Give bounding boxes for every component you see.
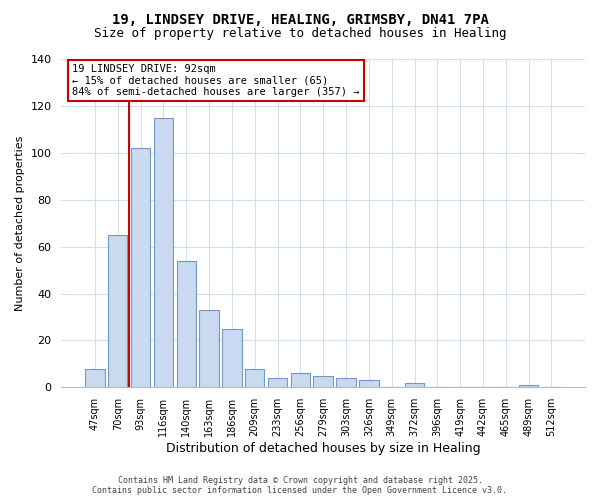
Text: 19, LINDSEY DRIVE, HEALING, GRIMSBY, DN41 7PA: 19, LINDSEY DRIVE, HEALING, GRIMSBY, DN4…: [112, 12, 488, 26]
Bar: [154, 118, 173, 388]
Bar: [359, 380, 379, 388]
Bar: [85, 368, 104, 388]
Text: Size of property relative to detached houses in Healing: Size of property relative to detached ho…: [94, 28, 506, 40]
Text: Contains HM Land Registry data © Crown copyright and database right 2025.
Contai: Contains HM Land Registry data © Crown c…: [92, 476, 508, 495]
X-axis label: Distribution of detached houses by size in Healing: Distribution of detached houses by size …: [166, 442, 481, 455]
Bar: [290, 374, 310, 388]
Bar: [176, 260, 196, 388]
Y-axis label: Number of detached properties: Number of detached properties: [15, 136, 25, 311]
Bar: [405, 382, 424, 388]
Bar: [131, 148, 150, 388]
Text: 19 LINDSEY DRIVE: 92sqm
← 15% of detached houses are smaller (65)
84% of semi-de: 19 LINDSEY DRIVE: 92sqm ← 15% of detache…: [72, 64, 359, 97]
Bar: [268, 378, 287, 388]
Bar: [519, 385, 538, 388]
Bar: [222, 328, 242, 388]
Bar: [199, 310, 219, 388]
Bar: [245, 368, 265, 388]
Bar: [108, 235, 127, 388]
Bar: [313, 376, 333, 388]
Bar: [337, 378, 356, 388]
